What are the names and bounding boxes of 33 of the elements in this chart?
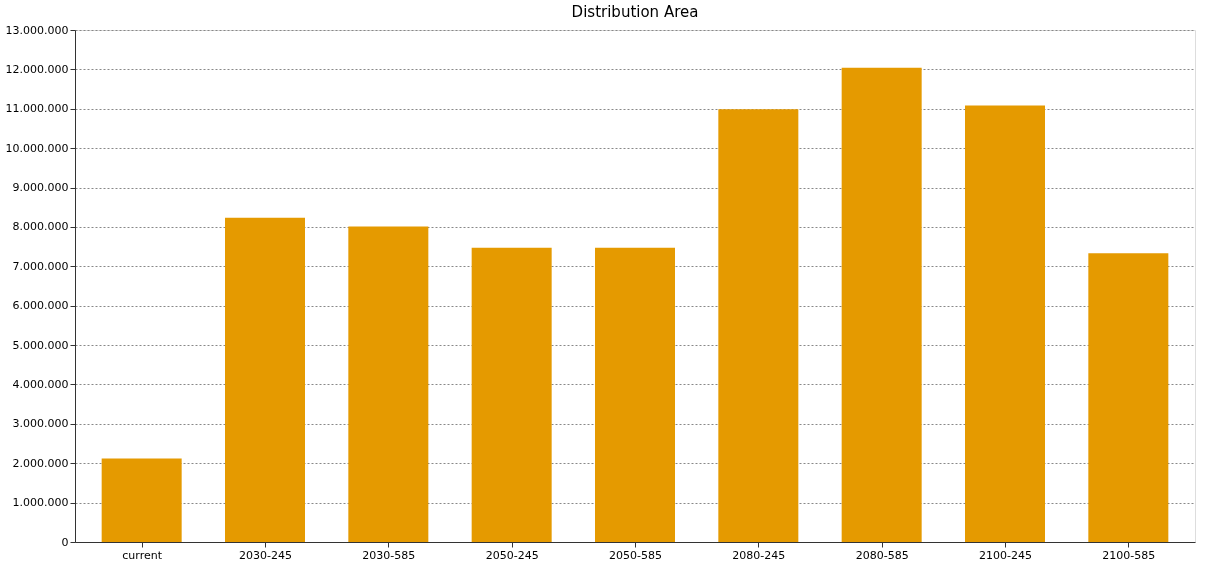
x-tick-label: 2030-585 xyxy=(362,548,416,562)
bar xyxy=(471,247,552,542)
y-tick-label: 4.000.000 xyxy=(12,377,69,391)
x-tick-label: 2080-585 xyxy=(855,548,909,562)
x-tick-label: 2080-245 xyxy=(732,548,786,562)
bar xyxy=(348,226,429,542)
y-tick-label: 10.000.000 xyxy=(5,141,69,155)
bar xyxy=(225,217,305,542)
bar xyxy=(841,67,922,542)
bar xyxy=(101,458,182,542)
y-tick-label: 3.000.000 xyxy=(12,417,69,431)
y-tick-label: 7.000.000 xyxy=(12,259,69,273)
bar xyxy=(595,247,675,542)
y-tick-label: 1.000.000 xyxy=(12,496,69,510)
y-tick-label: 2.000.000 xyxy=(12,456,69,470)
bar xyxy=(1088,253,1169,542)
y-tick-label: 11.000.000 xyxy=(5,102,69,116)
y-tick-label: 6.000.000 xyxy=(12,299,69,313)
x-tick-label: 2050-245 xyxy=(485,548,539,562)
chart-title: Distribution Area xyxy=(571,3,699,21)
y-tick-label: 12.000.000 xyxy=(5,62,69,76)
bar xyxy=(718,109,799,542)
y-tick-label: 0 xyxy=(61,535,69,549)
y-tick-label: 9.000.000 xyxy=(12,181,69,195)
x-tick-label: 2100-245 xyxy=(979,548,1032,562)
x-tick-label: current xyxy=(122,548,163,562)
y-tick-label: 13.000.000 xyxy=(5,23,69,37)
y-tick-label: 5.000.000 xyxy=(12,338,69,352)
bar xyxy=(965,105,1045,542)
x-tick-label: 2030-245 xyxy=(239,548,292,562)
x-tick-label: 2100-585 xyxy=(1102,548,1156,562)
y-tick-label: 8.000.000 xyxy=(12,220,69,234)
x-tick-label: 2050-585 xyxy=(609,548,662,562)
